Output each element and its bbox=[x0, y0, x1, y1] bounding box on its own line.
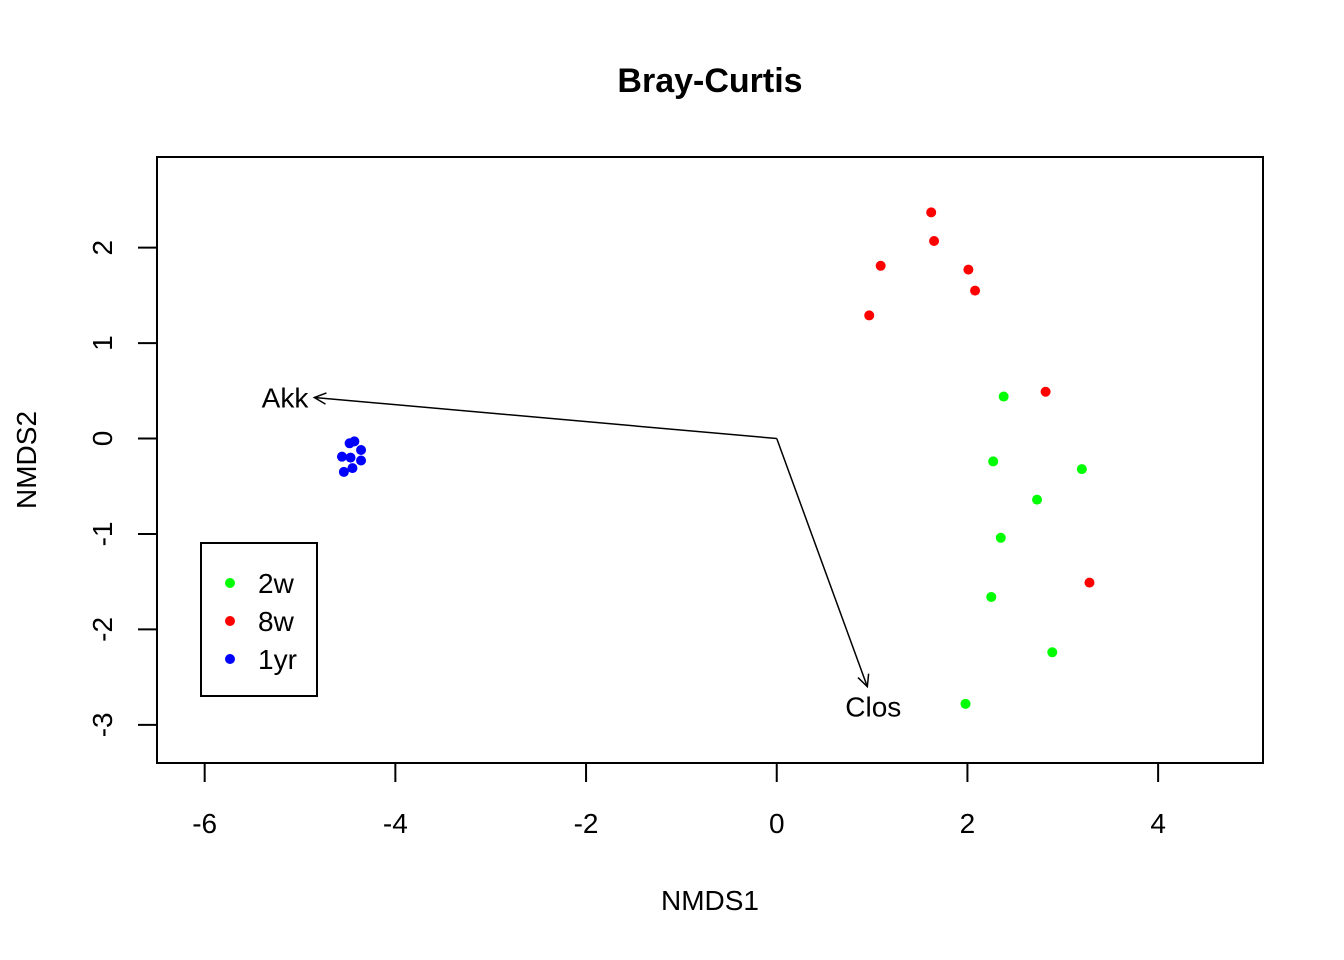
point-8w bbox=[1084, 577, 1095, 588]
x-tick-label: -2 bbox=[574, 808, 599, 839]
legend-marker-1yr bbox=[225, 654, 235, 664]
y-tick-label: 2 bbox=[87, 240, 118, 256]
y-axis: -3 -2 -1 0 1 2 bbox=[87, 240, 158, 737]
point-8w bbox=[926, 207, 937, 218]
y-tick-label: -1 bbox=[87, 522, 118, 547]
vector-akk-label: Akk bbox=[262, 382, 310, 413]
x-tick-label: -6 bbox=[192, 808, 217, 839]
legend: 2w 8w 1yr bbox=[200, 542, 318, 697]
legend-marker-2w bbox=[225, 578, 235, 588]
legend-marker-8w bbox=[225, 616, 235, 626]
data-points bbox=[336, 207, 1095, 709]
point-2w bbox=[1032, 494, 1043, 505]
point-1yr bbox=[356, 444, 367, 455]
point-2w bbox=[986, 591, 997, 602]
point-2w bbox=[1076, 464, 1087, 475]
x-tick-label: 4 bbox=[1150, 808, 1166, 839]
point-8w bbox=[864, 310, 875, 321]
point-8w bbox=[929, 235, 940, 246]
x-tick-label: 2 bbox=[960, 808, 976, 839]
vector-clos-label: Clos bbox=[845, 692, 901, 723]
vector-akk-line bbox=[314, 396, 777, 440]
vector-clos-line bbox=[776, 438, 869, 687]
point-8w bbox=[970, 285, 981, 296]
x-axis: -6 -4 -2 0 2 4 bbox=[192, 762, 1166, 839]
y-tick-label: -3 bbox=[87, 712, 118, 737]
point-8w bbox=[963, 264, 974, 275]
x-tick-label: -4 bbox=[383, 808, 408, 839]
point-1yr bbox=[347, 463, 358, 474]
point-8w bbox=[875, 260, 886, 271]
point-1yr bbox=[336, 451, 347, 462]
point-2w bbox=[998, 391, 1009, 402]
y-axis-label: NMDS2 bbox=[11, 411, 42, 509]
point-8w bbox=[1040, 386, 1051, 397]
point-2w bbox=[1047, 647, 1058, 658]
x-axis-label: NMDS1 bbox=[661, 885, 759, 916]
legend-label-2w: 2w bbox=[258, 568, 295, 599]
point-1yr bbox=[344, 438, 355, 449]
biplot-vectors: Akk Clos bbox=[262, 382, 902, 722]
x-tick-label: 0 bbox=[769, 808, 785, 839]
legend-box bbox=[200, 542, 318, 697]
point-1yr bbox=[345, 452, 356, 463]
point-2w bbox=[995, 532, 1006, 543]
legend-label-8w: 8w bbox=[258, 606, 295, 637]
point-1yr bbox=[356, 455, 367, 466]
point-2w bbox=[988, 456, 999, 467]
point-1yr bbox=[338, 466, 349, 477]
vector-clos-arrowhead bbox=[857, 673, 870, 689]
y-tick-label: 1 bbox=[87, 335, 118, 351]
plot-frame bbox=[156, 156, 1264, 764]
vector-akk-arrowhead bbox=[312, 392, 327, 405]
y-tick-label: 0 bbox=[87, 431, 118, 447]
point-2w bbox=[960, 698, 971, 709]
legend-label-1yr: 1yr bbox=[258, 644, 297, 675]
chart-title: Bray-Curtis bbox=[617, 62, 802, 100]
y-tick-label: -2 bbox=[87, 617, 118, 642]
